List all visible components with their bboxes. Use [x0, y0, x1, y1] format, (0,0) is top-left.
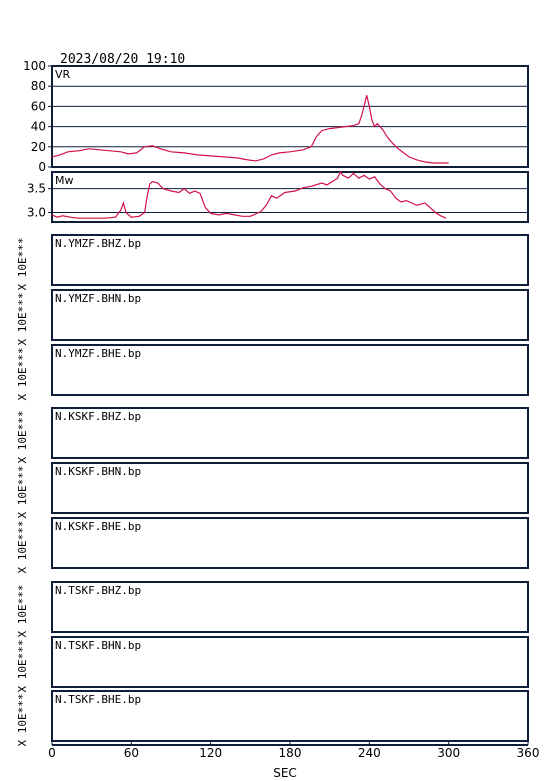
y-tick-label: 3.0: [27, 205, 46, 219]
waveform-y-label: X 10E***: [16, 640, 29, 693]
y-tick-label: 100: [23, 59, 46, 73]
waveform-panel-frame: [51, 407, 529, 459]
x-tick-label: 240: [358, 746, 381, 760]
channel-label: N.TSKF.BHE.bp: [55, 693, 141, 706]
y-tick-label: 20: [31, 140, 46, 154]
channel-label: N.YMZF.BHE.bp: [55, 347, 141, 360]
waveform-y-label: X 10E***: [16, 466, 29, 519]
channel-label: N.KSKF.BHZ.bp: [55, 410, 141, 423]
x-axis-label: SEC: [273, 766, 297, 780]
y-tick-label: 40: [31, 120, 46, 134]
x-tick-label: 0: [48, 746, 56, 760]
waveform-panel-frame: [51, 636, 529, 688]
panel-frame: [51, 171, 529, 223]
datetime-label: 2023/08/20 19:10: [60, 52, 185, 67]
waveform-panel-frame: [51, 344, 529, 396]
y-tick-label: 0: [38, 160, 46, 174]
channel-label: N.TSKF.BHN.bp: [55, 639, 141, 652]
waveform-y-label: X 10E***: [16, 585, 29, 638]
channel-label: N.TSKF.BHZ.bp: [55, 584, 141, 597]
x-tick-label: 60: [124, 746, 139, 760]
mw-panel: 3.0 3.5 Mw: [27, 170, 529, 223]
x-tick-label: 360: [517, 746, 540, 760]
y-tick-label: 3.5: [27, 182, 46, 196]
y-tick-label: 80: [31, 79, 46, 93]
channel-label: N.YMZF.BHZ.bp: [55, 237, 141, 250]
vr-panel: 0 20 40 60 80 100 VR: [23, 59, 529, 174]
waveform-panel-frame: [51, 462, 529, 514]
panel-frame: [51, 65, 529, 168]
channel-label: N.YMZF.BHN.bp: [55, 292, 141, 305]
waveform-panel-frame: [51, 517, 529, 569]
channel-label: N.KSKF.BHN.bp: [55, 465, 141, 478]
panel-title: Mw: [55, 174, 74, 187]
waveform-y-label: X 10E***: [16, 411, 29, 464]
waveform-y-label: X 10E***: [16, 348, 29, 401]
x-axis: 0 60 120 180 240 300 360 SEC: [48, 740, 539, 780]
waveform-panel-frame: [51, 234, 529, 286]
waveform-panel-frame: [51, 289, 529, 341]
x-tick-label: 120: [199, 746, 222, 760]
waveform-y-label: X 10E***: [16, 293, 29, 346]
waveform-panels: N.YMZF.BHZ.bp X 10E*** N.YMZF.BHN.bp X 10E*…: [16, 234, 529, 747]
channel-label: N.KSKF.BHE.bp: [55, 520, 141, 533]
panel-title: VR: [55, 68, 71, 81]
y-tick-label: 60: [31, 99, 46, 113]
vr-series-line: [51, 95, 449, 164]
x-tick-label: 180: [279, 746, 302, 760]
waveform-y-label: X 10E***: [16, 521, 29, 574]
waveform-y-label: X 10E***: [16, 694, 29, 747]
mw-series-line: [51, 170, 447, 219]
x-tick-label: 300: [437, 746, 460, 760]
waveform-panel-frame: [51, 581, 529, 633]
waveform-y-label: X 10E***: [16, 238, 29, 291]
